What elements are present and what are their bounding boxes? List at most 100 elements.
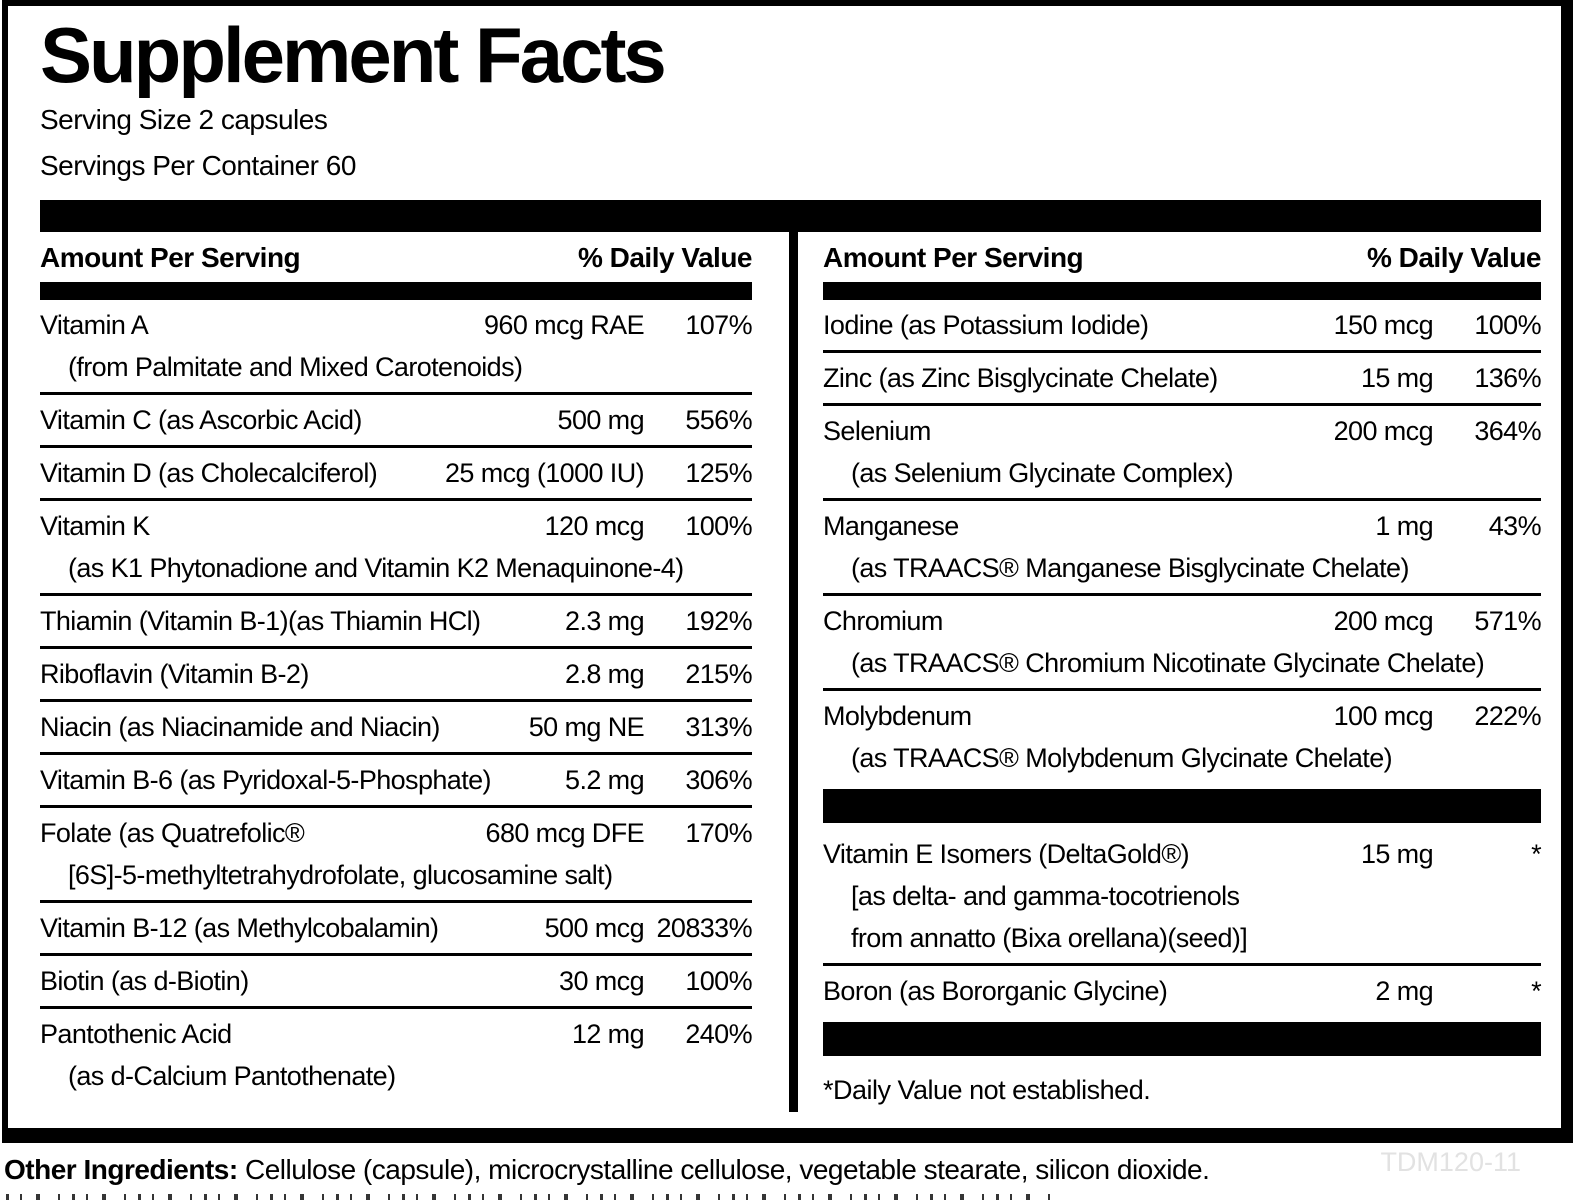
nutrient-source: from annatto (Bixa orellana)(seed)] [851,923,1248,953]
facts-columns: Amount Per Serving % Daily Value Vitamin… [40,232,1542,1112]
nutrient-amount: 25 mcg (1000 IU) [445,458,645,488]
other-ingredients-text: Cellulose (capsule), microcrystalline ce… [237,1154,1210,1185]
table-row: Folate (as Quatrefolic® 680 mcg DFE 170%… [40,808,753,903]
servings-per-container: Servings Per Container 60 [40,150,356,181]
left-column: Amount Per Serving % Daily Value Vitamin… [40,232,753,1112]
nutrient-name: Vitamin B-6 (as Pyridoxal-5-Phosphate) [40,765,492,795]
nutrient-amount: 500 mg [557,405,645,435]
nutrient-name: Vitamin D (as Cholecalciferol) [40,458,378,488]
table-row: Niacin (as Niacinamide and Niacin) 50 mg… [40,702,753,755]
table-row: Vitamin A 960 mcg RAE 107% (from Palmita… [40,300,753,395]
right-column-header: Amount Per Serving % Daily Value [823,232,1542,282]
table-row: Zinc (as Zinc Bisglycinate Chelate) 15 m… [823,353,1542,406]
nutrient-name: Vitamin K [40,511,150,541]
nutrient-dv: 215% [685,659,752,689]
nutrient-dv: 313% [685,712,752,742]
nutrient-dv: 107% [685,310,752,340]
table-row: Selenium 200 mcg 364% (as Selenium Glyci… [823,406,1542,501]
truncated-text-line [6,1194,1056,1200]
column-divider-bar [789,232,798,1112]
table-row: Chromium 200 mcg 571% (as TRAACS® Chromi… [823,596,1542,691]
table-row: Biotin (as d-Biotin) 30 mcg 100% [40,956,753,1009]
nutrient-amount: 5.2 mg [565,765,645,795]
nutrient-amount: 960 mcg RAE [484,310,645,340]
nutrient-amount: 150 mcg [1333,310,1434,340]
nutrient-amount: 500 mcg [544,913,645,943]
table-row: Manganese 1 mg 43% (as TRAACS® Manganese… [823,501,1542,596]
nutrient-name: Niacin (as Niacinamide and Niacin) [40,712,440,742]
nutrient-amount: 2 mg [1375,976,1433,1006]
table-row: Vitamin E Isomers (DeltaGold®) 15 mg * [… [823,829,1542,966]
nutrient-name: Chromium [823,606,943,636]
table-row: Vitamin D (as Cholecalciferol) 25 mcg (1… [40,448,753,501]
table-row: Thiamin (Vitamin B-1)(as Thiamin HCl) 2.… [40,596,753,649]
nutrient-name: Boron (as Bororganic Glycine) [823,976,1168,1006]
table-row: Iodine (as Potassium Iodide) 150 mcg 100… [823,300,1542,353]
nutrient-name: Manganese [823,511,959,541]
left-rows: Vitamin A 960 mcg RAE 107% (from Palmita… [40,300,753,1101]
header-divider-bar [40,282,752,300]
amount-per-serving-heading: Amount Per Serving [40,242,301,273]
nutrient-dv: 306% [685,765,752,795]
table-row: Vitamin B-6 (as Pyridoxal-5-Phosphate) 5… [40,755,753,808]
nutrient-source: (as TRAACS® Manganese Bisglycinate Chela… [851,553,1409,583]
nutrient-dv: 136% [1474,363,1541,393]
table-row: Vitamin B-12 (as Methylcobalamin) 500 mc… [40,903,753,956]
nutrient-name: Vitamin E Isomers (DeltaGold®) [823,839,1190,869]
table-row: Riboflavin (Vitamin B-2) 2.8 mg 215% [40,649,753,702]
nutrient-amount: 100 mcg [1333,701,1434,731]
nutrient-dv: 100% [685,966,752,996]
nutrient-name: Selenium [823,416,931,446]
nutrient-source: [as delta- and gamma-tocotrienols [851,881,1240,911]
nutrient-amount: 12 mg [571,1019,645,1049]
table-row: Boron (as Bororganic Glycine) 2 mg * [823,966,1542,1016]
nutrient-amount: 50 mg NE [528,712,645,742]
section-divider-bar [823,1022,1541,1056]
nutrient-dv: 20833% [656,913,753,943]
nutrient-dv: 43% [1488,511,1542,541]
nutrient-amount: 680 mcg DFE [485,818,645,848]
nutrient-amount: 2.3 mg [565,606,645,636]
facts-panel: Supplement Facts Serving Size 2 capsules… [2,0,1573,1143]
right-rows: Iodine (as Potassium Iodide) 150 mcg 100… [823,300,1542,1112]
daily-value-heading: % Daily Value [577,242,753,273]
nutrient-amount: 15 mg [1360,839,1434,869]
nutrient-dv: 240% [685,1019,752,1049]
nutrient-name: Folate (as Quatrefolic® [40,818,305,848]
nutrient-name: Zinc (as Zinc Bisglycinate Chelate) [823,363,1218,393]
nutrient-source: (from Palmitate and Mixed Carotenoids) [68,352,523,382]
left-column-header: Amount Per Serving % Daily Value [40,232,753,282]
nutrient-name: Molybdenum [823,701,972,731]
nutrient-name: Vitamin A [40,310,149,340]
nutrient-name: Thiamin (Vitamin B-1)(as Thiamin HCl) [40,606,481,636]
daily-value-footnote: *Daily Value not established. [823,1075,1151,1105]
nutrient-amount: 30 mcg [559,966,645,996]
nutrient-amount: 1 mg [1375,511,1433,541]
table-row: Molybdenum 100 mcg 222% (as TRAACS® Moly… [823,691,1542,783]
table-row: Vitamin C (as Ascorbic Acid) 500 mg 556% [40,395,753,448]
right-column: Amount Per Serving % Daily Value Iodine … [823,232,1542,1112]
nutrient-amount: 2.8 mg [565,659,645,689]
nutrient-amount: 200 mcg [1333,416,1434,446]
nutrient-dv: * [1531,976,1542,1006]
nutrient-source: [6S]-5-methyltetrahydrofolate, glucosami… [68,860,613,890]
nutrient-name: Vitamin C (as Ascorbic Acid) [40,405,362,435]
nutrient-source: (as Selenium Glycinate Complex) [851,458,1234,488]
nutrient-dv: 571% [1474,606,1541,636]
section-divider-bar [823,789,1541,823]
nutrient-amount: 15 mg [1360,363,1434,393]
nutrient-dv: 222% [1474,701,1541,731]
other-ingredients-label: Other Ingredients: [4,1154,238,1185]
table-row: Vitamin K 120 mcg 100% (as K1 Phytonadio… [40,501,753,596]
nutrient-amount: 200 mcg [1333,606,1434,636]
header-divider-bar [823,282,1541,300]
nutrient-name: Pantothenic Acid [40,1019,232,1049]
page-title: Supplement Facts [40,11,667,99]
nutrient-dv: 192% [685,606,752,636]
serving-size: Serving Size 2 capsules [40,104,328,135]
nutrient-dv: * [1531,839,1542,869]
nutrient-dv: 556% [685,405,752,435]
daily-value-heading: % Daily Value [1366,242,1542,273]
nutrient-dv: 100% [1474,310,1541,340]
nutrient-name: Iodine (as Potassium Iodide) [823,310,1149,340]
